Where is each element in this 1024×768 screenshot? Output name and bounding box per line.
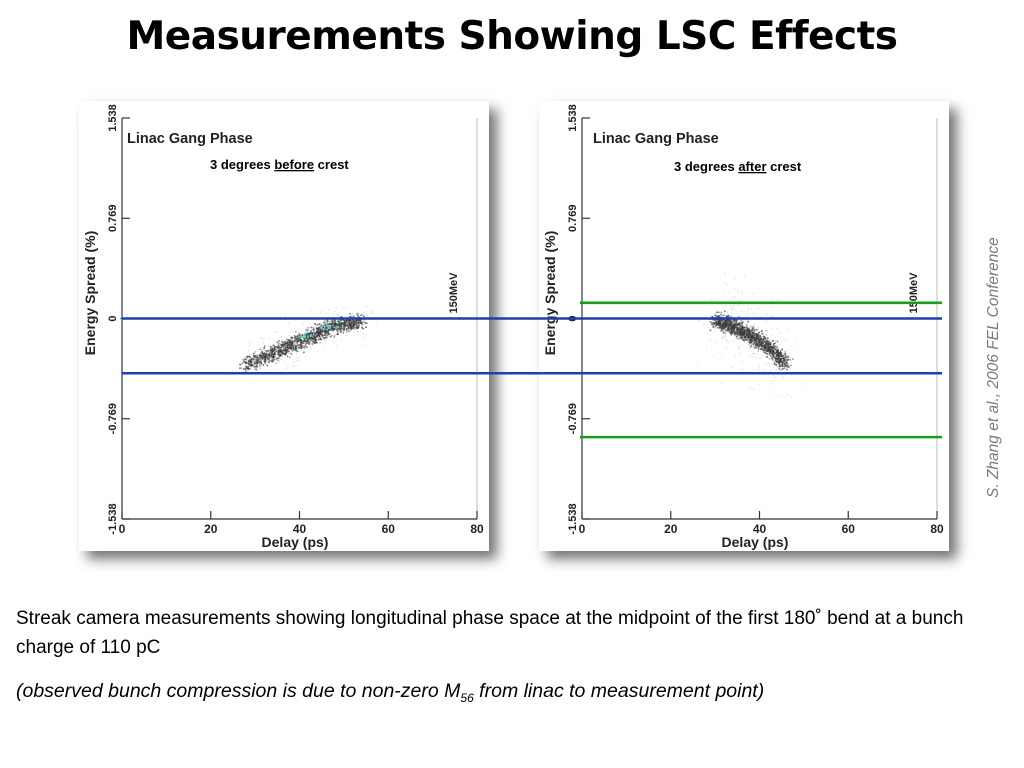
right-x-tick-label: 0 [579,522,586,536]
right-y-tick-label: -0.769 [567,403,579,434]
right-y-ticks: 1.538 0.769 0 -0.769 -1.538 [567,104,590,535]
right-y-tick-label: 1.538 [567,104,579,132]
right-x-tick-label: 20 [664,522,678,536]
left-annotation: 3 degrees before crest [210,157,349,172]
left-x-tick-label: 80 [470,522,484,536]
left-particle-halo [231,305,379,380]
right-energy-label: 150MeV [908,272,920,314]
left-x-tick-label: 60 [382,522,396,536]
left-y-axis-label: Energy Spread (%) [82,231,98,355]
right-annotation: 3 degrees after crest [674,159,802,174]
left-particle-cloud [239,312,368,372]
right-particle-cloud [709,310,794,375]
left-energy-label: 150MeV [448,272,460,314]
right-x-tick-label: 60 [842,522,856,536]
left-y-tick-label: 0 [107,315,119,321]
left-y-ticks: 1.538 0.769 0 -0.769 -1.538 [107,104,130,535]
left-x-tick-label: 40 [293,522,307,536]
right-x-tick-label: 80 [930,522,944,536]
left-y-tick-label: -0.769 [107,403,119,434]
left-plot-panel: Linac Gang Phase 3 degrees before crest … [79,101,489,551]
left-y-tick-label: 1.538 [107,104,119,132]
right-plot-panel: Linac Gang Phase 3 degrees after crest D… [539,101,949,551]
left-x-axis-label: Delay (ps) [262,534,329,550]
credit-text: S. Zhang et al., 2006 FEL Conference [985,237,1002,498]
right-x-tick-label: 40 [753,522,767,536]
left-phase-space-chart: Linac Gang Phase 3 degrees before crest … [82,104,484,550]
right-y-tick-label: 0.769 [567,204,579,232]
left-x-tick-label: 20 [204,522,218,536]
right-plot-title: Linac Gang Phase [593,131,719,147]
right-y-axis-label: Energy Spread (%) [542,231,558,355]
slide-title: Measurements Showing LSC Effects [126,14,898,59]
left-dense-core-points [299,320,344,339]
right-y-tick-label: -1.538 [567,503,579,534]
left-y-tick-label: -1.538 [107,503,119,534]
right-phase-space-chart: Linac Gang Phase 3 degrees after crest D… [542,104,944,550]
right-particle-halo [696,272,803,398]
right-x-ticks: 0 20 40 60 80 [579,511,944,536]
left-x-ticks: 0 20 40 60 80 [119,511,484,536]
left-x-tick-label: 0 [119,522,126,536]
note-text: (observed bunch compression is due to no… [16,680,765,705]
left-plot-title: Linac Gang Phase [127,131,253,147]
caption-text: Streak camera measurements showing longi… [16,608,964,658]
right-y-tick-label: 0 [567,315,579,321]
right-x-axis-label: Delay (ps) [722,534,789,550]
left-y-tick-label: 0.769 [107,204,119,232]
